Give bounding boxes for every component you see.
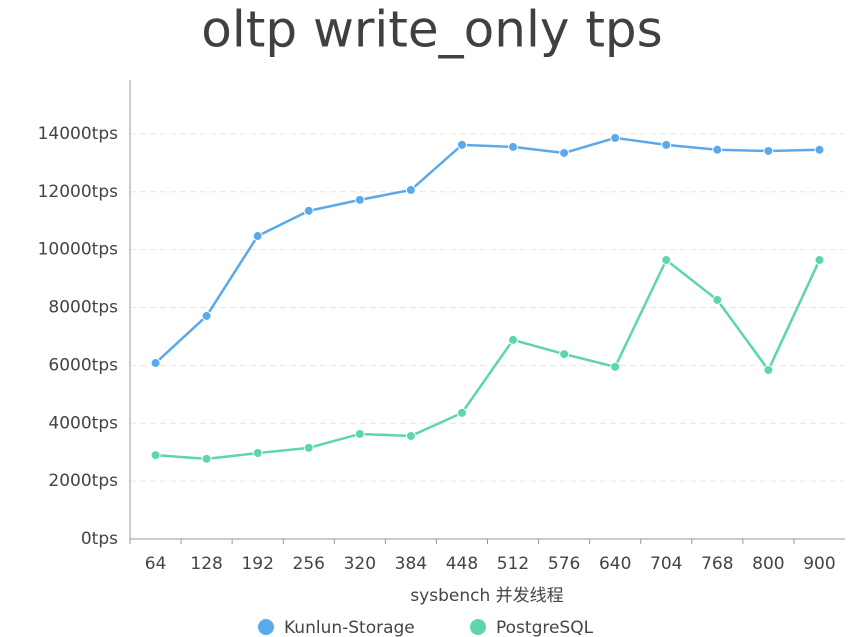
legend-label: PostgreSQL [496,618,594,637]
data-point [456,407,467,418]
x-tick-label: 320 [344,554,376,574]
data-point [508,334,519,345]
data-point [814,255,825,266]
y-tick-label: 14000tps [38,124,119,144]
data-point [354,428,365,439]
legend-label: Kunlun-Storage [284,618,415,637]
legend-marker [258,619,274,635]
data-point [559,147,570,158]
data-point [661,255,672,266]
x-tick-label: 64 [145,554,167,574]
data-point [456,139,467,150]
data-point [814,144,825,155]
x-axis-label: sysbench 并发线程 [410,586,563,606]
data-point [508,141,519,152]
x-tick-label: 704 [650,554,682,574]
data-point [405,430,416,441]
y-tick-label: 4000tps [48,413,118,433]
data-point [303,205,314,216]
x-tick-label: 192 [241,554,273,574]
data-point [610,132,621,143]
data-point [354,194,365,205]
data-point [712,294,723,305]
data-point [252,231,263,242]
y-tick-label: 12000tps [38,182,119,202]
x-tick-label: 384 [395,554,427,574]
x-tick-label: 128 [190,554,222,574]
data-point [712,144,723,155]
x-tick-label: 768 [701,554,733,574]
data-point [610,361,621,372]
data-point [201,453,212,464]
data-point [303,442,314,453]
data-point [763,145,774,156]
x-tick-label: 640 [599,554,631,574]
y-tick-label: 10000tps [38,240,119,260]
series-line [155,258,821,461]
x-tick-label: 900 [803,554,835,574]
y-tick-label: 8000tps [48,298,118,318]
series-line [154,136,820,364]
x-tick-label: 800 [752,554,784,574]
y-tick-label: 2000tps [48,471,118,491]
data-point [559,349,570,360]
legend-marker [470,619,486,635]
y-tick-label: 0tps [81,529,118,549]
y-tick-label: 6000tps [48,355,118,375]
x-tick-label: 512 [497,554,529,574]
data-point [661,139,672,150]
data-point [150,450,161,461]
data-point [252,448,263,459]
data-point [405,185,416,196]
x-tick-label: 256 [293,554,325,574]
x-tick-label: 448 [446,554,478,574]
data-point [201,310,212,321]
data-point [150,358,161,369]
x-tick-label: 576 [548,554,580,574]
data-point [763,365,774,376]
chart-title: oltp write_only tps [201,1,662,59]
